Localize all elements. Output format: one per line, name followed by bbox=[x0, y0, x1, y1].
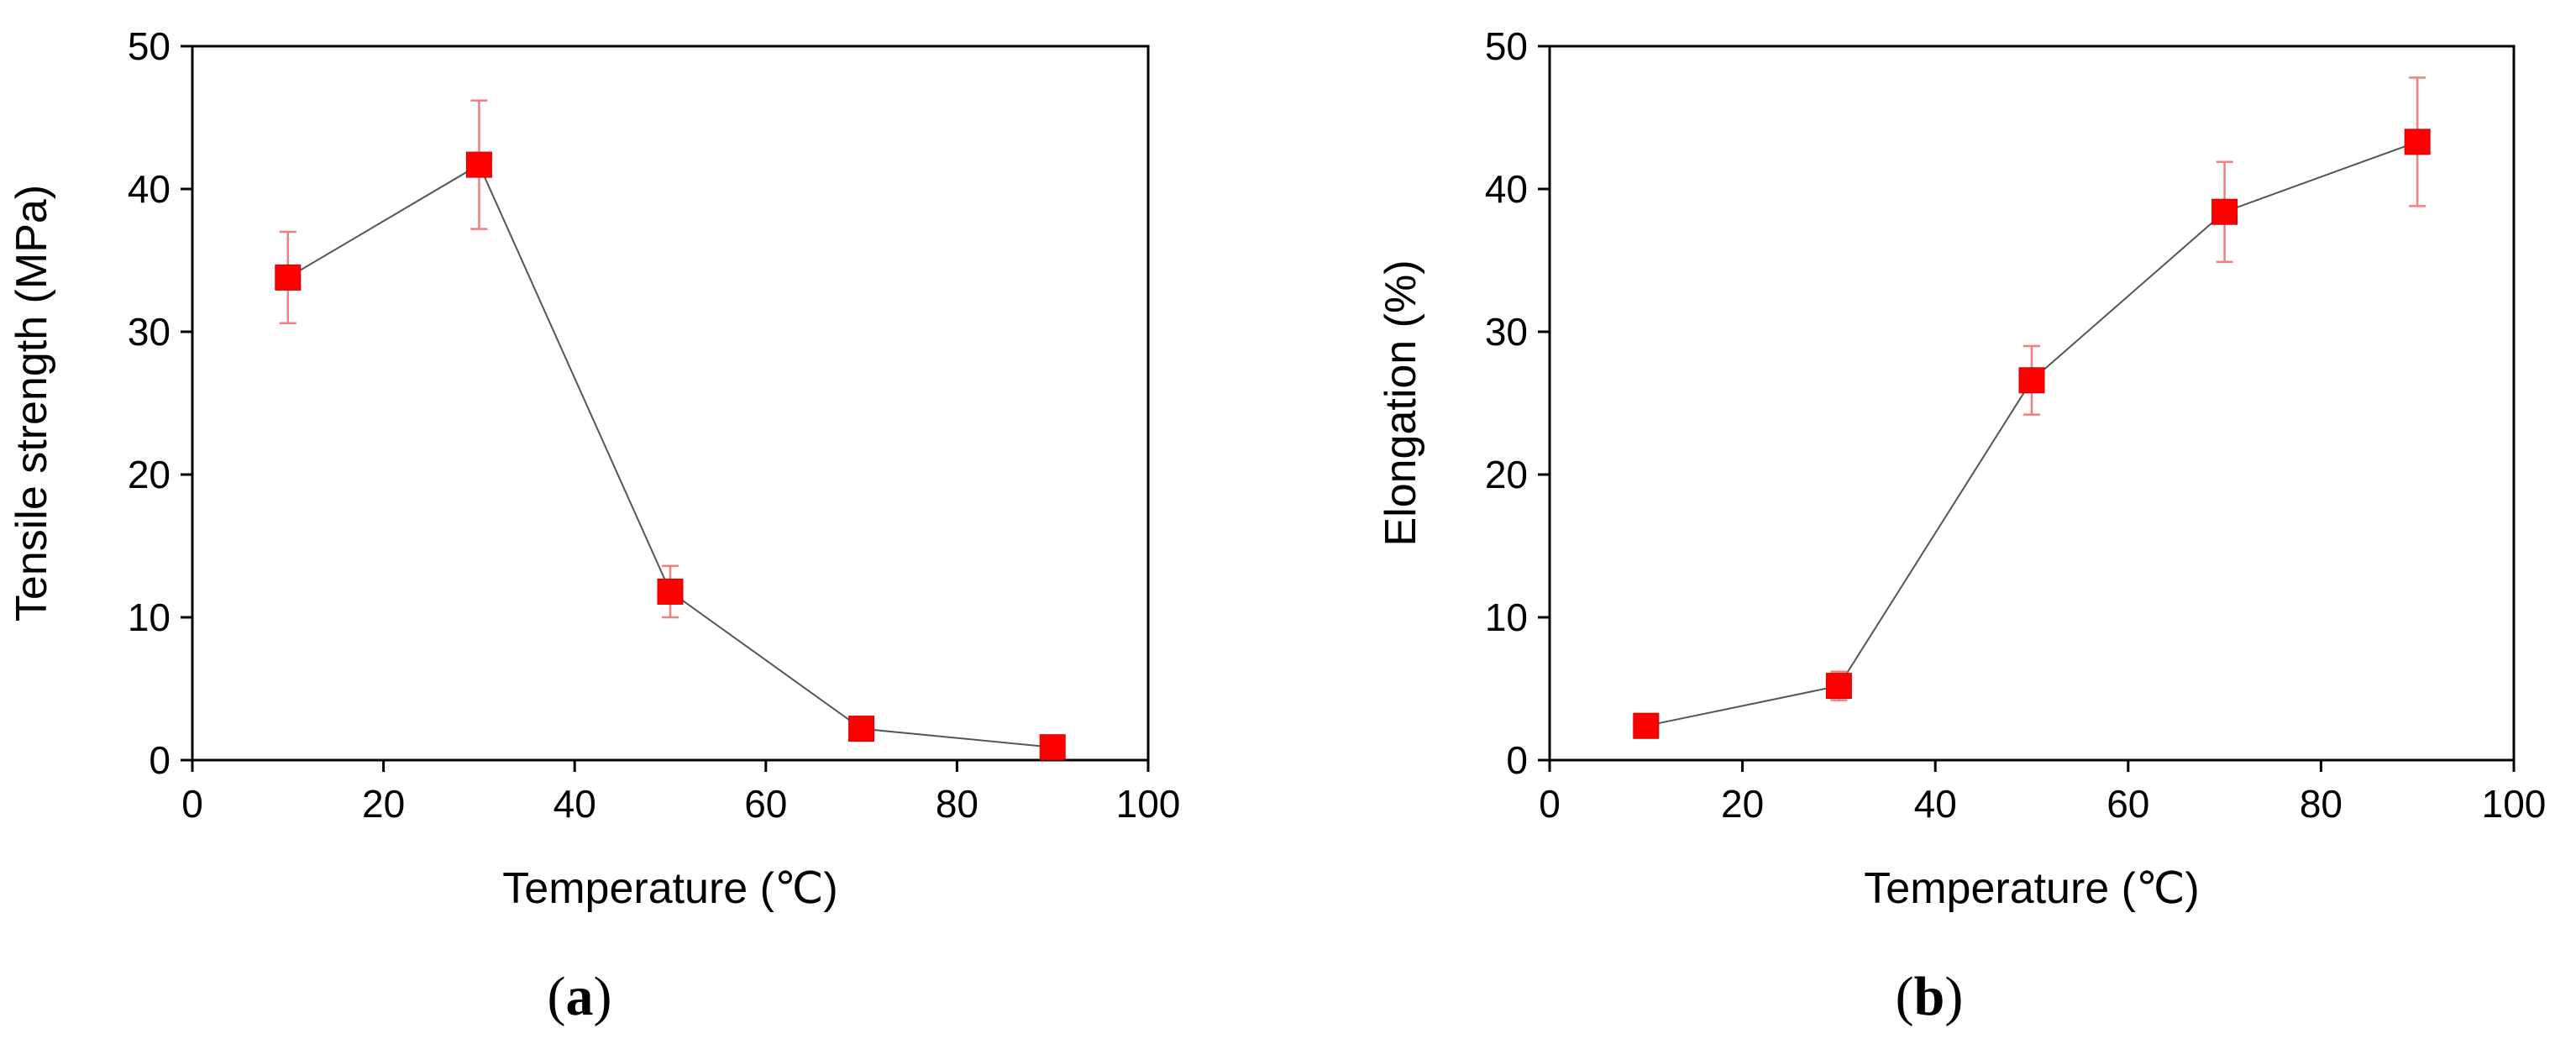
y-tick-label: 0 bbox=[149, 738, 171, 782]
x-tick-label: 20 bbox=[1721, 782, 1764, 826]
x-axis-title: Temperature (℃) bbox=[502, 864, 837, 913]
x-tick-label: 80 bbox=[936, 782, 978, 826]
plot-frame bbox=[1548, 45, 2516, 762]
panel-label-close-paren: ) bbox=[1944, 966, 1963, 1027]
x-tick-label: 100 bbox=[2482, 782, 2547, 826]
series-line bbox=[1645, 140, 2418, 727]
panel-label-letter: a bbox=[566, 966, 594, 1027]
y-tick-label: 30 bbox=[128, 310, 171, 354]
y-tick-label: 0 bbox=[1506, 738, 1528, 782]
y-tick-label: 50 bbox=[1485, 24, 1528, 68]
data-point-marker bbox=[657, 578, 684, 605]
y-tick-label: 20 bbox=[128, 453, 171, 496]
x-tick-label: 0 bbox=[1539, 782, 1561, 826]
panel-label-open-paren: ( bbox=[548, 966, 566, 1027]
data-point-marker bbox=[2018, 367, 2045, 394]
chart-panel-a: 0 20 40 60 80 100 0 10 20 30 40 50 Temperature (℃) Te… bbox=[8, 24, 1180, 1027]
series-line bbox=[287, 163, 1053, 748]
data-point-marker bbox=[465, 151, 492, 178]
y-tick-label: 40 bbox=[128, 167, 171, 211]
y-tick-label: 20 bbox=[1485, 453, 1528, 496]
x-tick-label: 60 bbox=[2106, 782, 2149, 826]
plot-frame bbox=[191, 45, 1150, 762]
data-point-marker bbox=[2211, 198, 2238, 225]
x-axis-title: Temperature (℃) bbox=[1864, 864, 2199, 913]
data-point-marker bbox=[848, 716, 875, 742]
y-tick-label: 40 bbox=[1485, 167, 1528, 211]
y-tick-label: 10 bbox=[1485, 595, 1528, 639]
x-tick-label: 0 bbox=[181, 782, 203, 826]
y-tick-label: 10 bbox=[128, 595, 171, 639]
chart-panel-b: 0 20 40 60 80 100 0 10 20 30 40 50 Temperature (℃) El… bbox=[1377, 24, 2546, 1027]
x-tick-label: 40 bbox=[553, 782, 596, 826]
panel-label: (b) bbox=[1896, 966, 1964, 1027]
data-point-marker bbox=[1633, 712, 1660, 739]
data-point-marker bbox=[2404, 129, 2431, 155]
x-tick-label: 20 bbox=[362, 782, 405, 826]
y-tick-label: 30 bbox=[1485, 310, 1528, 354]
panel-label-close-paren: ) bbox=[594, 966, 612, 1027]
data-point-marker bbox=[1039, 734, 1066, 761]
panel-label-open-paren: ( bbox=[1896, 966, 1914, 1027]
panel-label-letter: b bbox=[1914, 966, 1945, 1027]
x-tick-label: 60 bbox=[744, 782, 787, 826]
y-tick-label: 50 bbox=[128, 24, 171, 68]
data-point-marker bbox=[275, 264, 302, 291]
x-tick-label: 80 bbox=[2300, 782, 2343, 826]
data-point-marker bbox=[1825, 673, 1852, 700]
panel-label: (a) bbox=[548, 966, 612, 1027]
y-axis-title: Tensile strength (MPa) bbox=[8, 185, 56, 622]
y-axis-title: Elongation (%) bbox=[1377, 260, 1425, 546]
x-tick-label: 100 bbox=[1116, 782, 1181, 826]
x-tick-label: 40 bbox=[1914, 782, 1957, 826]
